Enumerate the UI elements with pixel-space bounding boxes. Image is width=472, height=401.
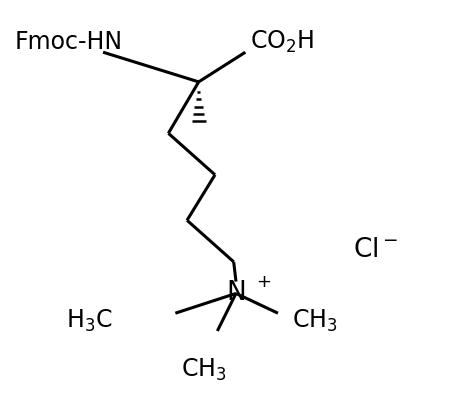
- Text: Fmoc-HN: Fmoc-HN: [15, 30, 123, 54]
- Text: CO$_2$H: CO$_2$H: [250, 29, 314, 55]
- Text: +: +: [256, 273, 271, 291]
- Text: Cl$^-$: Cl$^-$: [354, 237, 398, 263]
- Text: N: N: [226, 280, 246, 306]
- Text: H$_3$C: H$_3$C: [66, 308, 112, 334]
- Text: CH$_3$: CH$_3$: [292, 308, 337, 334]
- Text: CH$_3$: CH$_3$: [180, 357, 226, 383]
